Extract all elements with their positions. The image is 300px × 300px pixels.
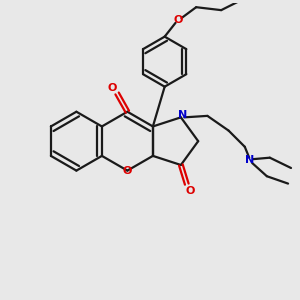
Text: N: N <box>244 155 254 165</box>
Text: N: N <box>178 110 187 120</box>
Text: O: O <box>185 186 194 196</box>
Text: O: O <box>123 166 132 176</box>
Text: O: O <box>173 15 183 26</box>
Text: O: O <box>107 83 116 93</box>
